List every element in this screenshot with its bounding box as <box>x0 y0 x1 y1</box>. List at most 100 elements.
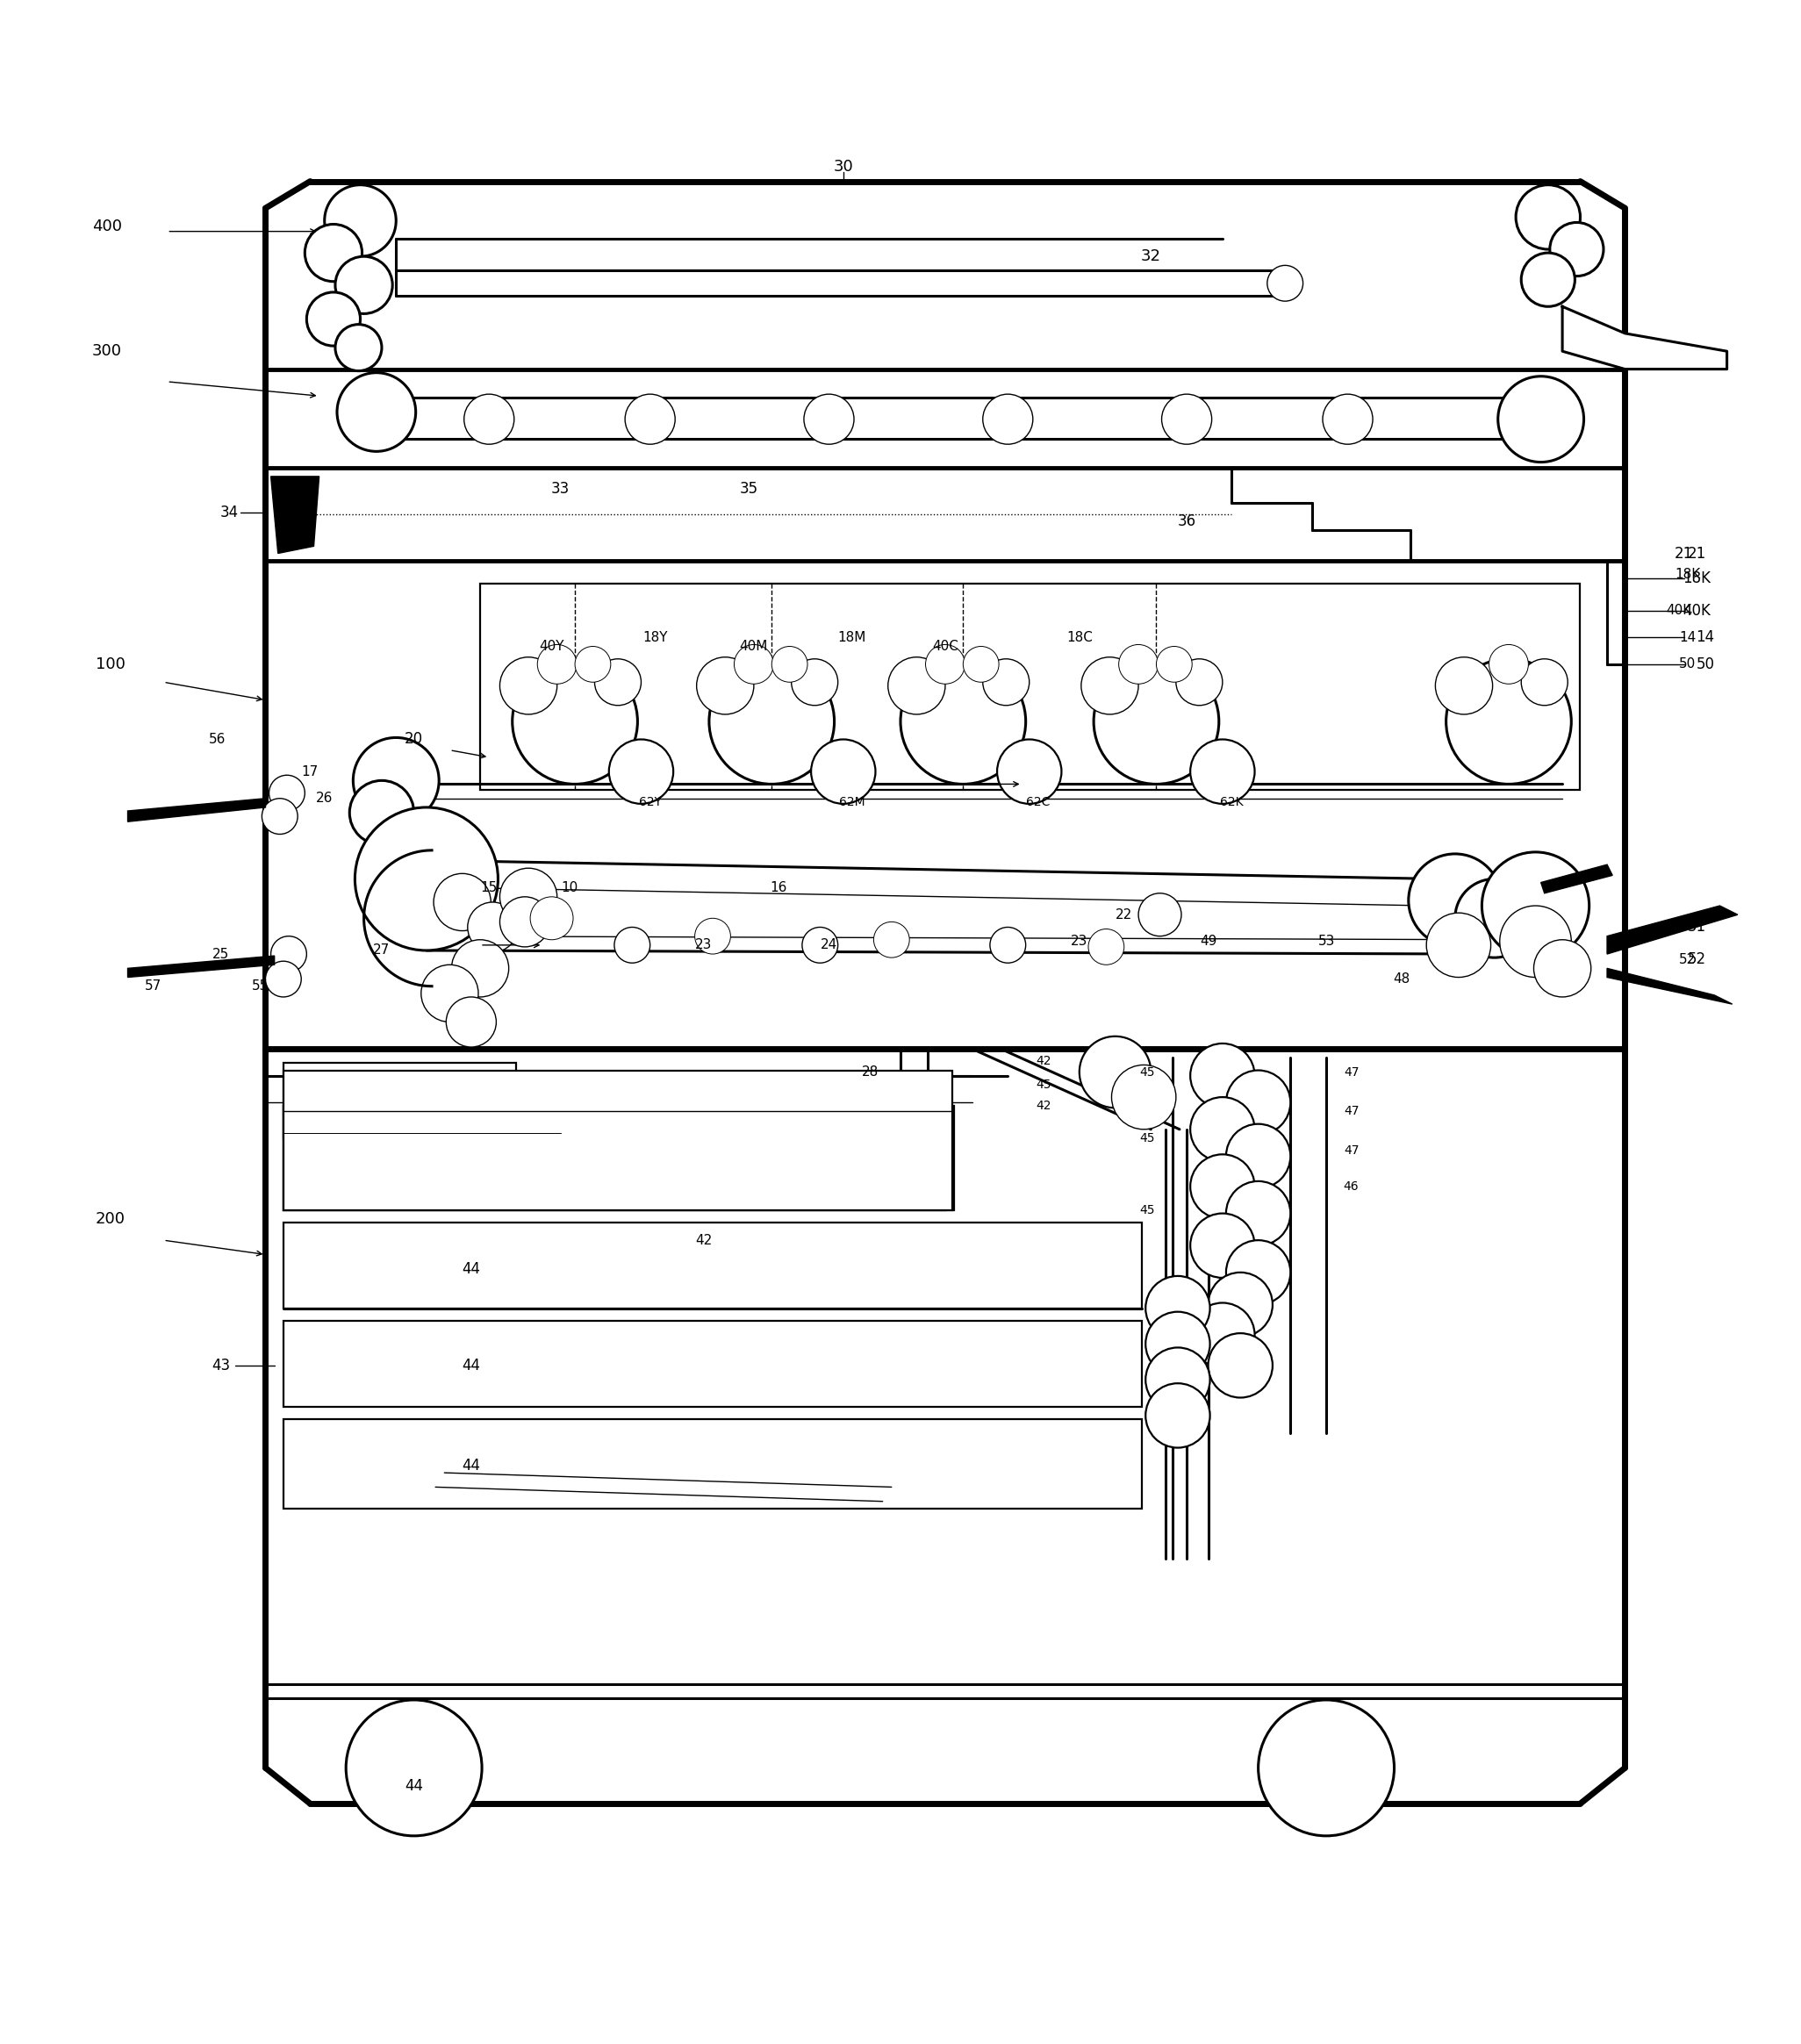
Text: 21: 21 <box>1675 546 1693 562</box>
Circle shape <box>335 256 393 313</box>
Text: 400: 400 <box>92 219 122 233</box>
Circle shape <box>283 484 308 511</box>
Text: 18K: 18K <box>1675 568 1700 580</box>
Circle shape <box>614 928 650 963</box>
Circle shape <box>801 928 837 963</box>
Text: 16: 16 <box>771 881 787 895</box>
Text: 44: 44 <box>405 1778 423 1795</box>
Circle shape <box>1156 646 1192 683</box>
Circle shape <box>1111 1065 1176 1130</box>
Text: 50: 50 <box>1697 656 1715 672</box>
Text: 26: 26 <box>315 791 333 805</box>
Circle shape <box>873 922 910 957</box>
Text: 23: 23 <box>1072 934 1088 948</box>
Circle shape <box>511 658 638 785</box>
Circle shape <box>575 646 611 683</box>
Circle shape <box>1208 1333 1273 1398</box>
Circle shape <box>501 897 549 946</box>
Circle shape <box>1145 1275 1210 1341</box>
Text: 18C: 18C <box>1066 632 1093 644</box>
Circle shape <box>1522 253 1574 307</box>
Text: 18Y: 18Y <box>643 632 668 644</box>
Text: 50: 50 <box>1679 658 1697 670</box>
Text: 43: 43 <box>211 1357 231 1374</box>
Circle shape <box>1190 740 1255 803</box>
Circle shape <box>465 394 513 444</box>
Circle shape <box>998 740 1061 803</box>
Text: 45: 45 <box>1140 1065 1154 1079</box>
Circle shape <box>324 184 396 256</box>
Text: 47: 47 <box>1344 1106 1360 1118</box>
Circle shape <box>964 646 1000 683</box>
Circle shape <box>1426 914 1491 977</box>
Text: 40Y: 40Y <box>538 640 564 652</box>
Bar <box>481 585 1579 789</box>
Text: 62Y: 62Y <box>639 795 661 807</box>
Circle shape <box>1446 658 1570 785</box>
Bar <box>283 1222 1142 1308</box>
Circle shape <box>926 644 965 685</box>
Text: 45: 45 <box>1140 1132 1154 1145</box>
Circle shape <box>991 928 1027 963</box>
Circle shape <box>529 897 573 940</box>
Circle shape <box>265 961 301 997</box>
Circle shape <box>710 658 834 785</box>
Circle shape <box>1455 879 1534 957</box>
Polygon shape <box>1606 905 1738 955</box>
Text: 62M: 62M <box>839 795 864 807</box>
Text: 40M: 40M <box>740 640 767 652</box>
Circle shape <box>1208 1273 1273 1337</box>
Circle shape <box>1435 656 1493 713</box>
Circle shape <box>697 656 755 713</box>
Circle shape <box>888 656 946 713</box>
Circle shape <box>501 869 557 926</box>
Circle shape <box>1516 184 1579 249</box>
Text: 52: 52 <box>1679 953 1697 967</box>
Text: 40C: 40C <box>933 640 958 652</box>
Circle shape <box>983 394 1032 444</box>
Circle shape <box>537 644 576 685</box>
Text: 46: 46 <box>1344 1181 1360 1194</box>
Circle shape <box>501 656 557 713</box>
Text: 47: 47 <box>1344 1145 1360 1157</box>
Circle shape <box>304 225 362 282</box>
Circle shape <box>346 1701 483 1836</box>
Polygon shape <box>1561 307 1727 370</box>
Text: 22: 22 <box>1115 908 1133 922</box>
Circle shape <box>452 940 508 997</box>
Text: 56: 56 <box>209 734 225 746</box>
Text: 57: 57 <box>144 979 162 993</box>
Bar <box>283 1419 1142 1508</box>
Circle shape <box>306 292 360 345</box>
Circle shape <box>1226 1241 1291 1304</box>
Bar <box>283 1320 1142 1406</box>
Text: 40K: 40K <box>1666 605 1691 617</box>
Circle shape <box>1079 1036 1151 1108</box>
Text: 36: 36 <box>1178 513 1196 529</box>
Circle shape <box>1093 658 1219 785</box>
Text: 51: 51 <box>1688 920 1706 934</box>
Text: 10: 10 <box>562 881 578 895</box>
Text: 62C: 62C <box>1027 795 1050 807</box>
Circle shape <box>810 740 875 803</box>
Circle shape <box>1088 928 1124 965</box>
Circle shape <box>270 936 306 971</box>
Polygon shape <box>270 476 319 554</box>
Circle shape <box>1408 854 1502 946</box>
Circle shape <box>1162 394 1212 444</box>
Circle shape <box>1322 394 1372 444</box>
Text: 300: 300 <box>92 343 122 360</box>
Circle shape <box>695 918 731 955</box>
Circle shape <box>609 740 674 803</box>
Text: 33: 33 <box>551 480 569 497</box>
Circle shape <box>1190 1302 1255 1367</box>
Text: 45: 45 <box>1036 1079 1052 1091</box>
Circle shape <box>1176 658 1223 705</box>
Text: 42: 42 <box>1036 1100 1052 1112</box>
Circle shape <box>1551 223 1603 276</box>
Circle shape <box>335 325 382 370</box>
Circle shape <box>1145 1312 1210 1376</box>
Circle shape <box>1145 1384 1210 1447</box>
Text: 47: 47 <box>1344 1065 1360 1079</box>
Text: 27: 27 <box>373 944 391 957</box>
